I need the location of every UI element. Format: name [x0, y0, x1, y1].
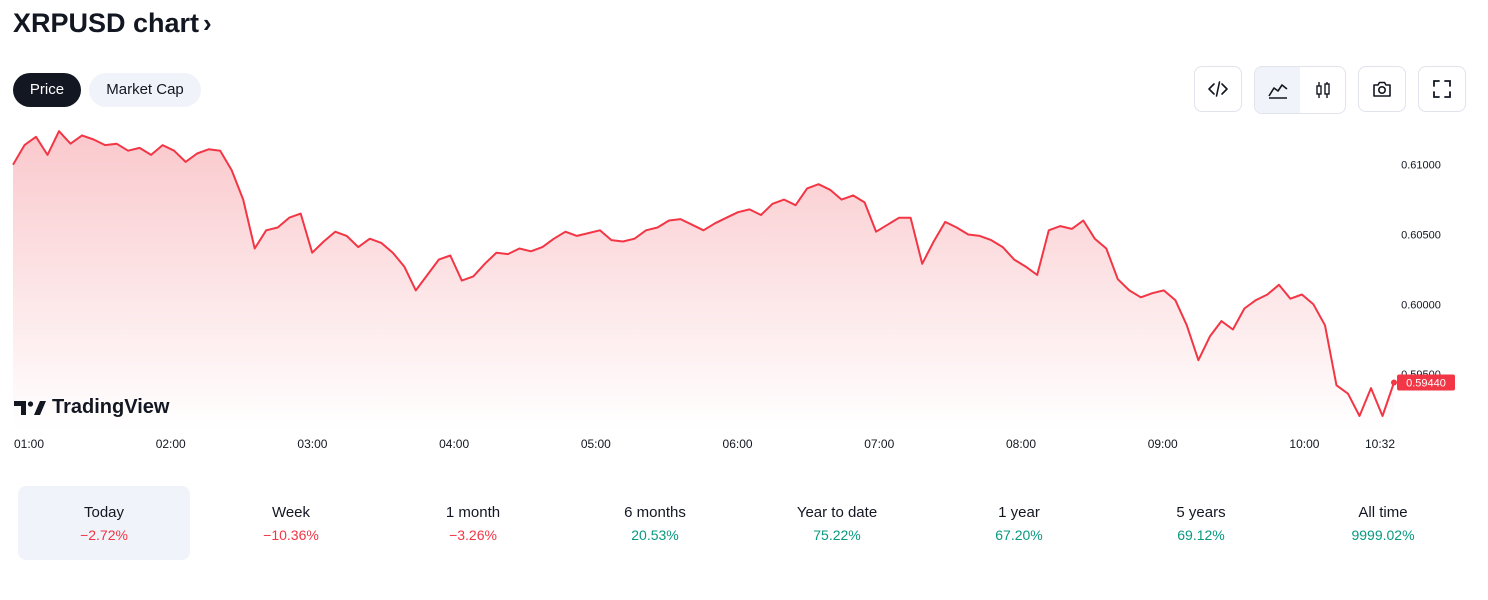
performance-item-week[interactable]: Week −10.36%: [200, 486, 382, 560]
candlestick-icon: [1312, 79, 1334, 101]
x-tick-label: 03:00: [297, 437, 327, 451]
performance-label: Today: [83, 503, 125, 521]
performance-label: All time: [1358, 503, 1408, 521]
performance-item-year-to-date[interactable]: Year to date 75.22%: [746, 486, 928, 560]
performance-value: 75.22%: [813, 526, 861, 543]
performance-value: 67.20%: [995, 526, 1043, 543]
performance-item-5-years[interactable]: 5 years 69.12%: [1110, 486, 1292, 560]
performance-label: 1 year: [998, 503, 1040, 521]
performance-item-all-time[interactable]: All time 9999.02%: [1292, 486, 1474, 560]
y-tick-label: 0.61000: [1401, 160, 1441, 172]
performance-value: −3.26%: [449, 526, 497, 543]
chart-style-toggle: [1254, 66, 1346, 114]
y-tick-label: 0.60500: [1401, 230, 1441, 242]
camera-icon: [1371, 78, 1393, 100]
area-chart-icon: [1267, 79, 1289, 101]
price-area: [13, 131, 1394, 430]
fullscreen-button[interactable]: [1418, 66, 1466, 112]
area-style-button[interactable]: [1255, 67, 1300, 113]
tab-market-cap[interactable]: Market Cap: [89, 73, 201, 107]
performance-item-1-year[interactable]: 1 year 67.20%: [928, 486, 1110, 560]
chart-title[interactable]: XRPUSD chart ›: [13, 8, 212, 39]
performance-label: 6 months: [624, 503, 686, 521]
x-tick-label: 01:00: [14, 437, 44, 451]
performance-value: 69.12%: [1177, 526, 1225, 543]
x-tick-label: 09:00: [1148, 437, 1178, 451]
last-price-badge: [1397, 374, 1455, 391]
x-tick-label: 08:00: [1006, 437, 1036, 451]
performance-value: −10.36%: [263, 526, 319, 543]
last-price-label: 0.59440: [1406, 378, 1446, 390]
fullscreen-icon: [1431, 78, 1453, 100]
performance-label: Year to date: [796, 503, 878, 521]
x-tick-label: 07:00: [864, 437, 894, 451]
embed-code-icon: [1207, 78, 1229, 100]
x-tick-label: 05:00: [581, 437, 611, 451]
x-tick-label: 10:32: [1365, 437, 1395, 451]
x-tick-label: 10:00: [1289, 437, 1319, 451]
performance-value: −2.72%: [80, 526, 128, 543]
y-tick-label: 0.60000: [1401, 299, 1441, 311]
candles-style-button[interactable]: [1300, 67, 1345, 113]
performance-label: Week: [271, 503, 311, 521]
tradingview-logo-text: TradingView: [52, 396, 170, 418]
performance-item-1-month[interactable]: 1 month −3.26%: [382, 486, 564, 560]
performance-strip: Today −2.72% Week −10.36% 1 month −3.26% 6 mon…: [18, 486, 1476, 560]
snapshot-button[interactable]: [1358, 66, 1406, 112]
price-chart[interactable]: 0.610000.605000.600000.595000.5944001:00…: [0, 120, 1488, 460]
x-tick-label: 02:00: [156, 437, 186, 451]
chart-title-text: XRPUSD chart: [13, 8, 200, 38]
chevron-right-icon: ›: [203, 8, 212, 38]
x-tick-label: 06:00: [723, 437, 753, 451]
embed-button[interactable]: [1194, 66, 1242, 112]
tab-price[interactable]: Price: [13, 73, 81, 107]
tradingview-logo-icon: [14, 400, 46, 415]
performance-label: 1 month: [445, 503, 501, 521]
performance-value: 20.53%: [631, 526, 679, 543]
performance-item-6-months[interactable]: 6 months 20.53%: [564, 486, 746, 560]
performance-label: 5 years: [1176, 503, 1226, 521]
last-price-point: [1391, 379, 1397, 386]
price-line: [12, 130, 1395, 417]
tradingview-logo[interactable]: TradingView: [14, 396, 169, 419]
performance-value: 9999.02%: [1351, 526, 1415, 543]
performance-item-today[interactable]: Today −2.72%: [18, 486, 190, 560]
x-tick-label: 04:00: [439, 437, 469, 451]
